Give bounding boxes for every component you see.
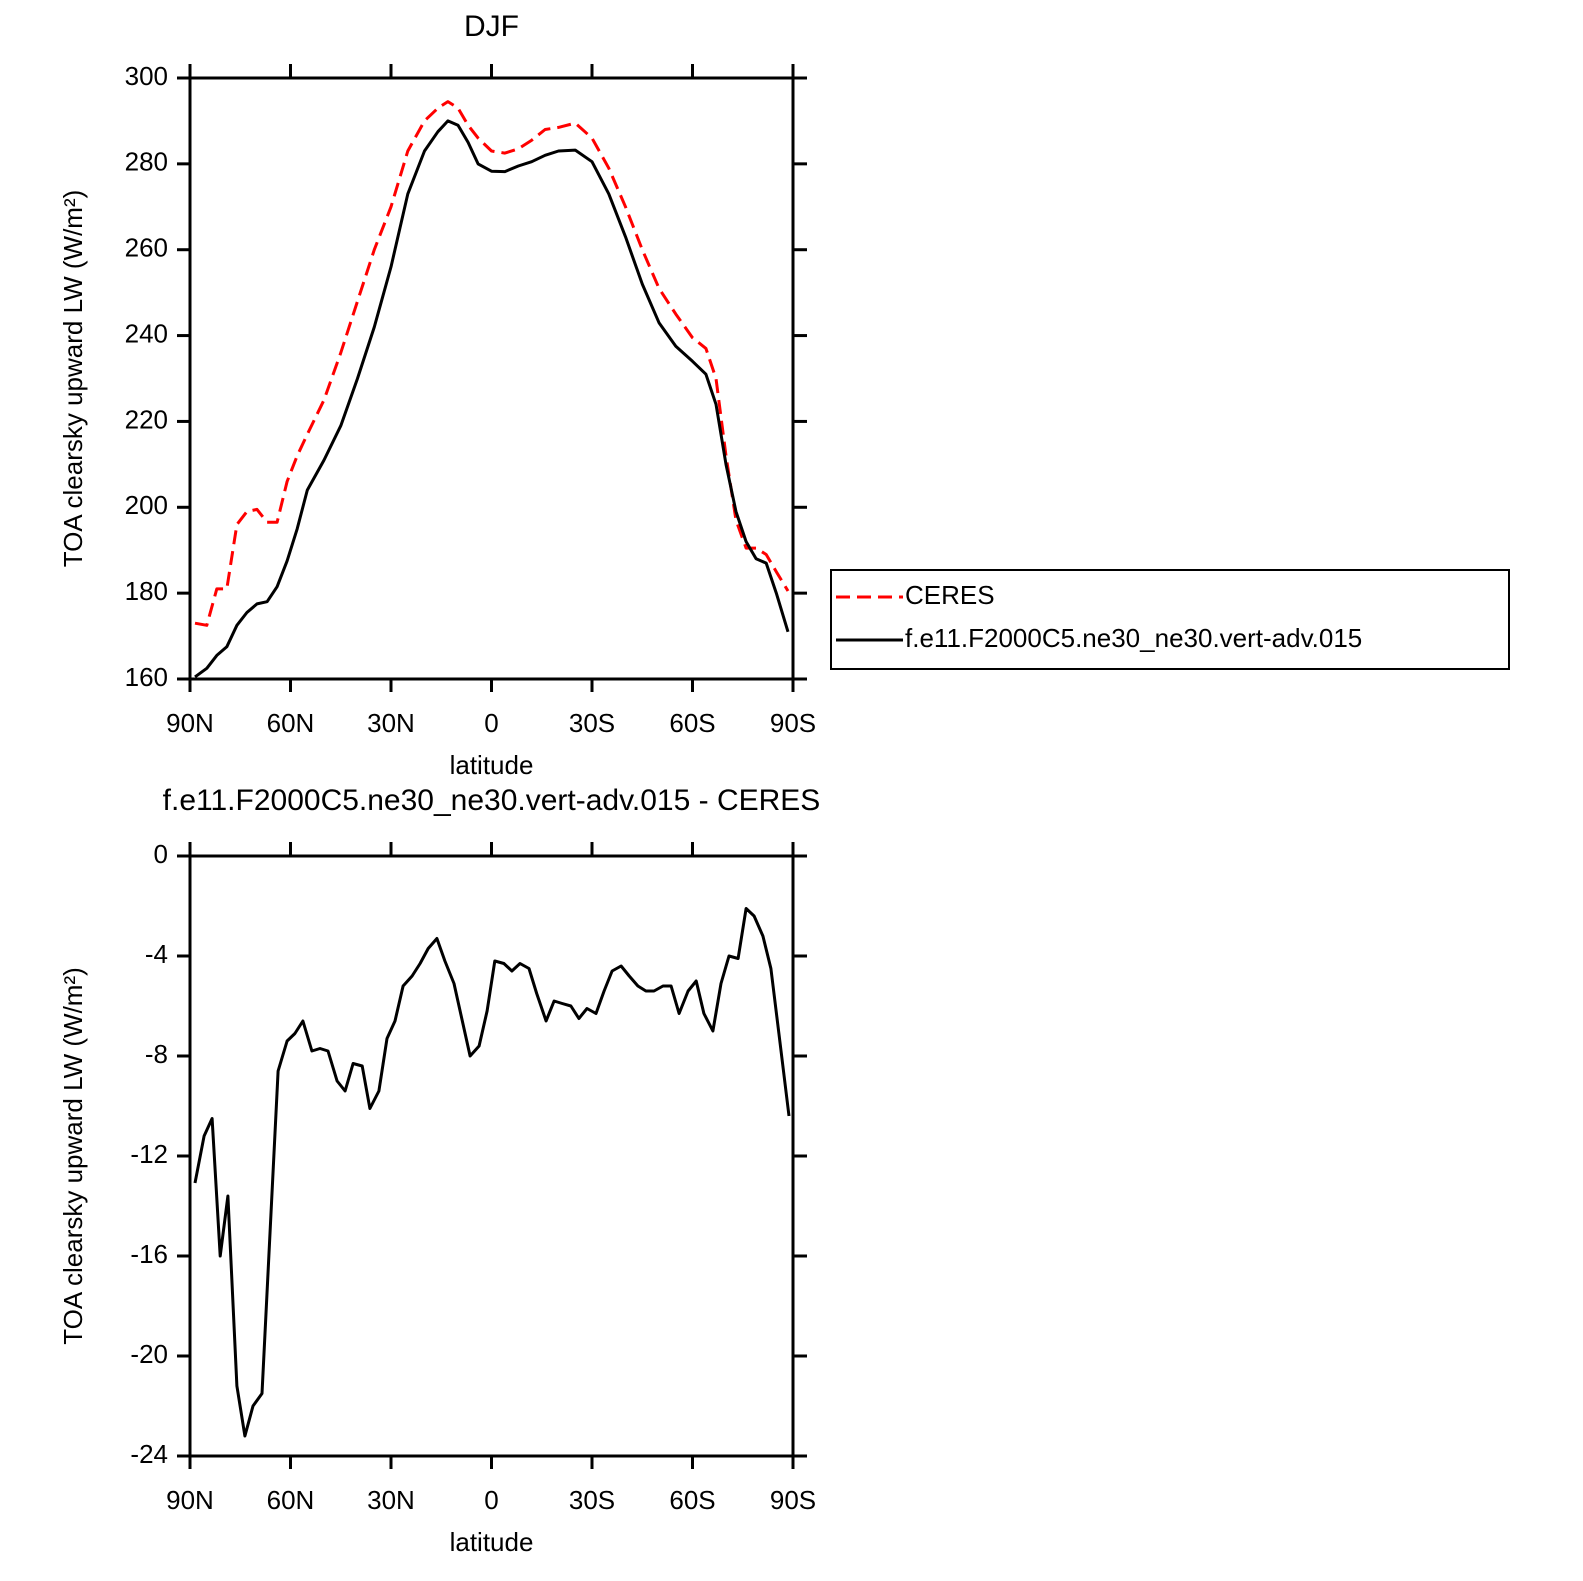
chart-title: DJF <box>464 10 519 43</box>
x-axis-label: latitude <box>450 1527 534 1557</box>
x-tick-label: 90S <box>770 1485 816 1515</box>
y-tick-label: 300 <box>125 61 168 91</box>
y-tick-label: -12 <box>130 1139 168 1169</box>
y-axis-label: TOA clearsky upward LW (W/m²) <box>58 190 88 568</box>
x-tick-label: 30S <box>569 708 615 738</box>
y-tick-label: 260 <box>125 233 168 263</box>
x-axis-label: latitude <box>450 750 534 780</box>
y-tick-label: -20 <box>130 1339 168 1369</box>
y-tick-label: 280 <box>125 147 168 177</box>
x-tick-label: 60S <box>669 1485 715 1515</box>
legend-label: CERES <box>905 580 995 610</box>
x-tick-label: 30N <box>367 708 415 738</box>
legend-box <box>830 569 1510 670</box>
x-tick-label: 90N <box>166 1485 214 1515</box>
y-tick-label: 160 <box>125 662 168 692</box>
x-tick-label: 30S <box>569 1485 615 1515</box>
y-tick-label: 0 <box>154 839 168 869</box>
x-tick-label: 0 <box>484 1485 498 1515</box>
y-tick-label: 200 <box>125 490 168 520</box>
plot-frame <box>188 854 795 1458</box>
x-tick-label: 90N <box>166 708 214 738</box>
plot-frame <box>188 76 795 681</box>
y-tick-label: 240 <box>125 318 168 348</box>
x-tick-label: 60N <box>267 1485 315 1515</box>
y-axis-label: TOA clearsky upward LW (W/m²) <box>58 967 88 1345</box>
y-tick-label: -4 <box>145 939 168 969</box>
x-tick-label: 30N <box>367 1485 415 1515</box>
legend-label: f.e11.F2000C5.ne30_ne30.vert-adv.015 <box>905 623 1362 653</box>
x-tick-label: 60S <box>669 708 715 738</box>
y-tick-label: 220 <box>125 404 168 434</box>
x-tick-label: 0 <box>484 708 498 738</box>
data-line <box>194 119 790 679</box>
data-line <box>194 100 790 627</box>
chart-title: f.e11.F2000C5.ne30_ne30.vert-adv.015 - C… <box>163 784 821 817</box>
y-tick-label: -8 <box>145 1039 168 1069</box>
x-tick-label: 60N <box>267 708 315 738</box>
x-tick-label: 90S <box>770 708 816 738</box>
y-tick-label: 180 <box>125 576 168 606</box>
data-line <box>193 907 791 1438</box>
y-tick-label: -24 <box>130 1439 168 1469</box>
y-tick-label: -16 <box>130 1239 168 1269</box>
